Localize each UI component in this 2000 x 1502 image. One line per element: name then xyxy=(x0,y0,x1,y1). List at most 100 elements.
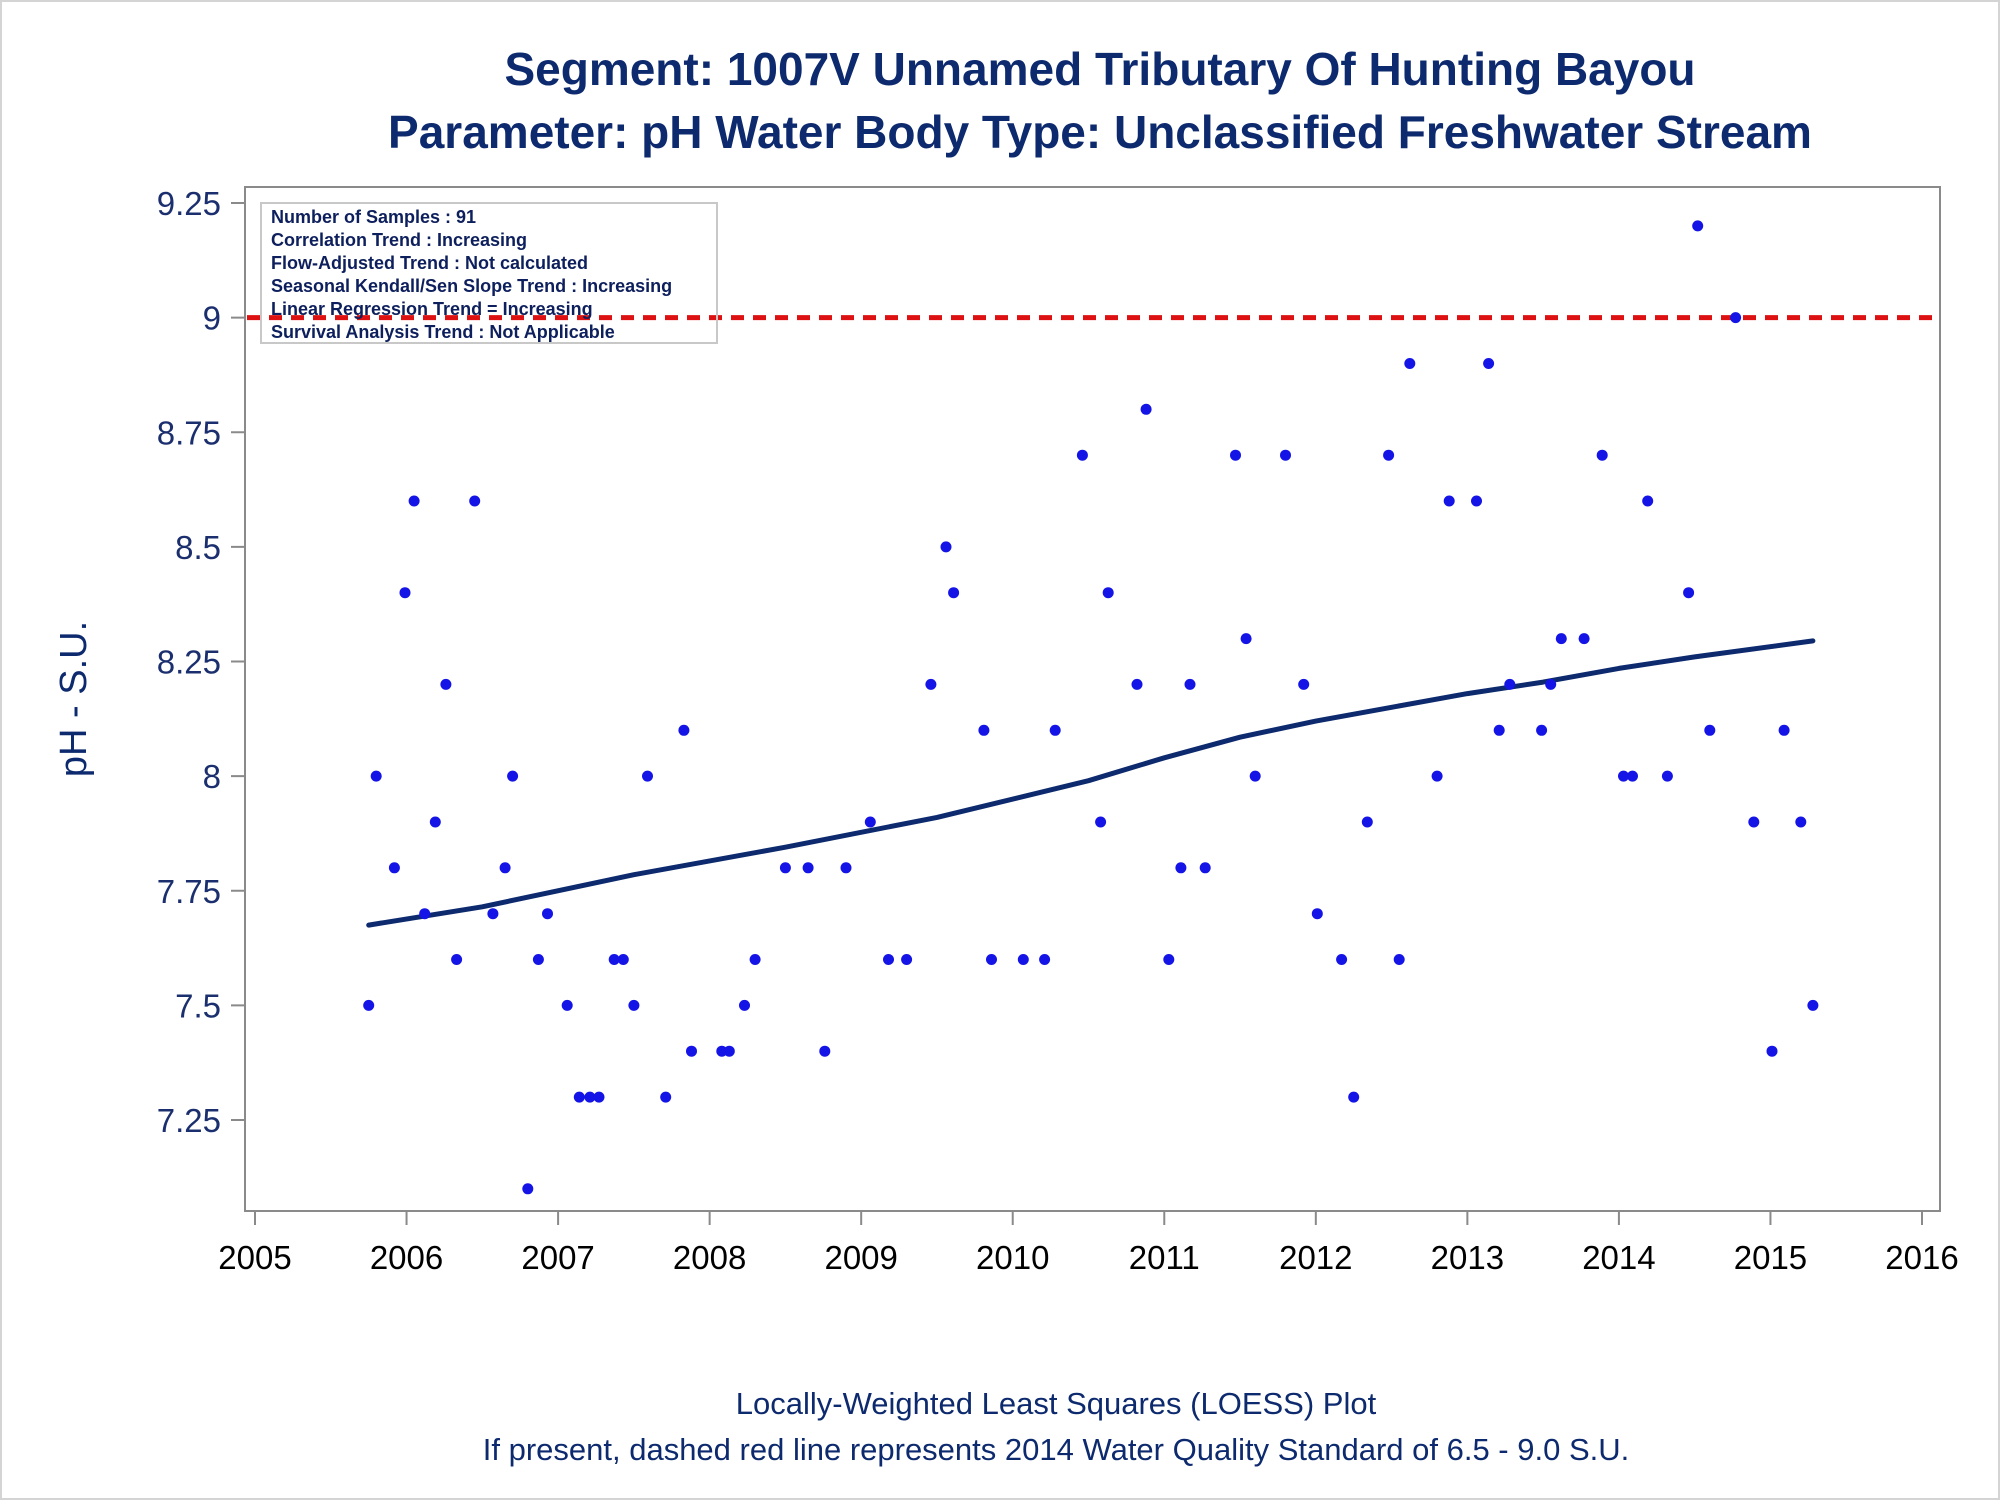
data-point xyxy=(1102,587,1114,599)
legend-entry: Survival Analysis Trend : Not Applicable xyxy=(271,322,615,342)
data-point xyxy=(608,954,620,965)
data-point xyxy=(978,724,990,736)
data-point xyxy=(1311,908,1323,920)
data-point xyxy=(1383,449,1395,461)
data-point xyxy=(561,999,573,1011)
data-point xyxy=(1049,724,1061,736)
data-point xyxy=(864,816,876,828)
data-point xyxy=(370,770,382,782)
data-point xyxy=(399,587,411,599)
data-point xyxy=(940,541,952,553)
y-tick-label: 8.5 xyxy=(175,529,221,566)
y-axis-label: pH - S.U. xyxy=(53,621,95,777)
data-point xyxy=(1298,678,1310,690)
data-point xyxy=(1280,449,1291,461)
legend-entry: Seasonal Kendall/Sen Slope Trend : Incre… xyxy=(271,276,672,296)
data-point xyxy=(573,1091,585,1103)
data-point xyxy=(429,816,441,828)
data-point xyxy=(678,724,690,736)
data-point xyxy=(1175,862,1187,874)
data-point xyxy=(451,954,463,965)
data-point xyxy=(739,999,750,1011)
data-point xyxy=(542,908,553,920)
data-point xyxy=(819,1045,831,1057)
data-point xyxy=(1683,587,1695,599)
data-point xyxy=(1536,724,1548,736)
x-tick-label: 2005 xyxy=(218,1239,291,1276)
data-point xyxy=(1642,495,1654,507)
y-tick-label: 8.25 xyxy=(157,644,221,681)
y-tick-label: 9.25 xyxy=(157,185,221,222)
data-point xyxy=(469,495,481,507)
y-tick-label: 7.25 xyxy=(157,1102,221,1139)
data-point xyxy=(1795,816,1807,828)
y-tick-label: 8 xyxy=(203,758,221,795)
data-point xyxy=(1240,633,1252,645)
data-point xyxy=(1596,449,1608,461)
data-point xyxy=(840,862,852,874)
data-point xyxy=(1348,1091,1360,1103)
data-point xyxy=(883,954,894,965)
data-point xyxy=(749,954,761,965)
data-points xyxy=(363,220,1819,1195)
data-point xyxy=(1131,678,1143,690)
y-tick-label: 9 xyxy=(203,300,221,337)
x-tick-label: 2008 xyxy=(673,1239,746,1276)
data-point xyxy=(1555,633,1567,645)
data-point xyxy=(1807,999,1819,1011)
data-point xyxy=(1618,770,1629,782)
data-point xyxy=(1336,954,1348,965)
data-point xyxy=(593,1091,605,1103)
data-point xyxy=(522,1183,534,1195)
data-point xyxy=(948,587,960,599)
data-point xyxy=(419,908,431,920)
x-tick-label: 2012 xyxy=(1279,1239,1352,1276)
data-point xyxy=(1199,862,1211,874)
data-point xyxy=(660,1091,672,1103)
data-point xyxy=(1361,816,1373,828)
data-point xyxy=(440,678,452,690)
data-point xyxy=(901,954,913,965)
x-tick-label: 2011 xyxy=(1129,1239,1200,1276)
x-tick-label: 2009 xyxy=(824,1239,897,1276)
data-point xyxy=(642,770,653,782)
data-point xyxy=(1404,358,1416,369)
data-point xyxy=(686,1045,697,1057)
data-point xyxy=(1140,403,1152,415)
data-point xyxy=(1393,954,1405,965)
chart-title: Segment: 1007V Unnamed Tributary Of Hunt… xyxy=(504,43,1695,95)
data-point xyxy=(1431,770,1443,782)
data-point xyxy=(363,999,375,1011)
plot-border xyxy=(244,186,1941,1212)
x-tick-label: 2010 xyxy=(976,1239,1049,1276)
data-point xyxy=(1493,724,1505,736)
data-point xyxy=(723,1045,735,1057)
legend-entry: Flow-Adjusted Trend : Not calculated xyxy=(271,253,588,273)
legend-entry: Number of Samples : 91 xyxy=(271,207,476,227)
y-axis: 7.25 7.5 7.75 8 8.25 8.5 8.75 9 9.25 xyxy=(157,185,245,1139)
data-point xyxy=(532,954,544,965)
data-point xyxy=(1230,449,1241,461)
data-point xyxy=(1766,1045,1778,1057)
data-point xyxy=(1730,312,1742,324)
data-point xyxy=(1504,678,1516,690)
legend-box: Number of Samples : 91 Correlation Trend … xyxy=(260,202,718,344)
x-tick-label: 2016 xyxy=(1885,1239,1958,1276)
plot-area xyxy=(244,186,1941,1212)
footnote-standard: If present, dashed red line represents 2… xyxy=(483,1432,1630,1467)
data-point xyxy=(1017,954,1029,965)
y-tick-label: 7.5 xyxy=(175,987,221,1024)
trend-line-group xyxy=(366,638,1816,928)
data-point xyxy=(1778,724,1790,736)
data-point xyxy=(1095,816,1107,828)
data-point xyxy=(1249,770,1261,782)
data-point xyxy=(388,862,400,874)
data-point xyxy=(408,495,420,507)
data-point xyxy=(1039,954,1051,965)
data-point xyxy=(986,954,997,965)
legend-entry: Correlation Trend : Increasing xyxy=(271,230,527,250)
data-point xyxy=(779,862,791,874)
data-point xyxy=(1483,358,1495,369)
data-point xyxy=(617,954,629,965)
data-point xyxy=(1627,770,1638,782)
